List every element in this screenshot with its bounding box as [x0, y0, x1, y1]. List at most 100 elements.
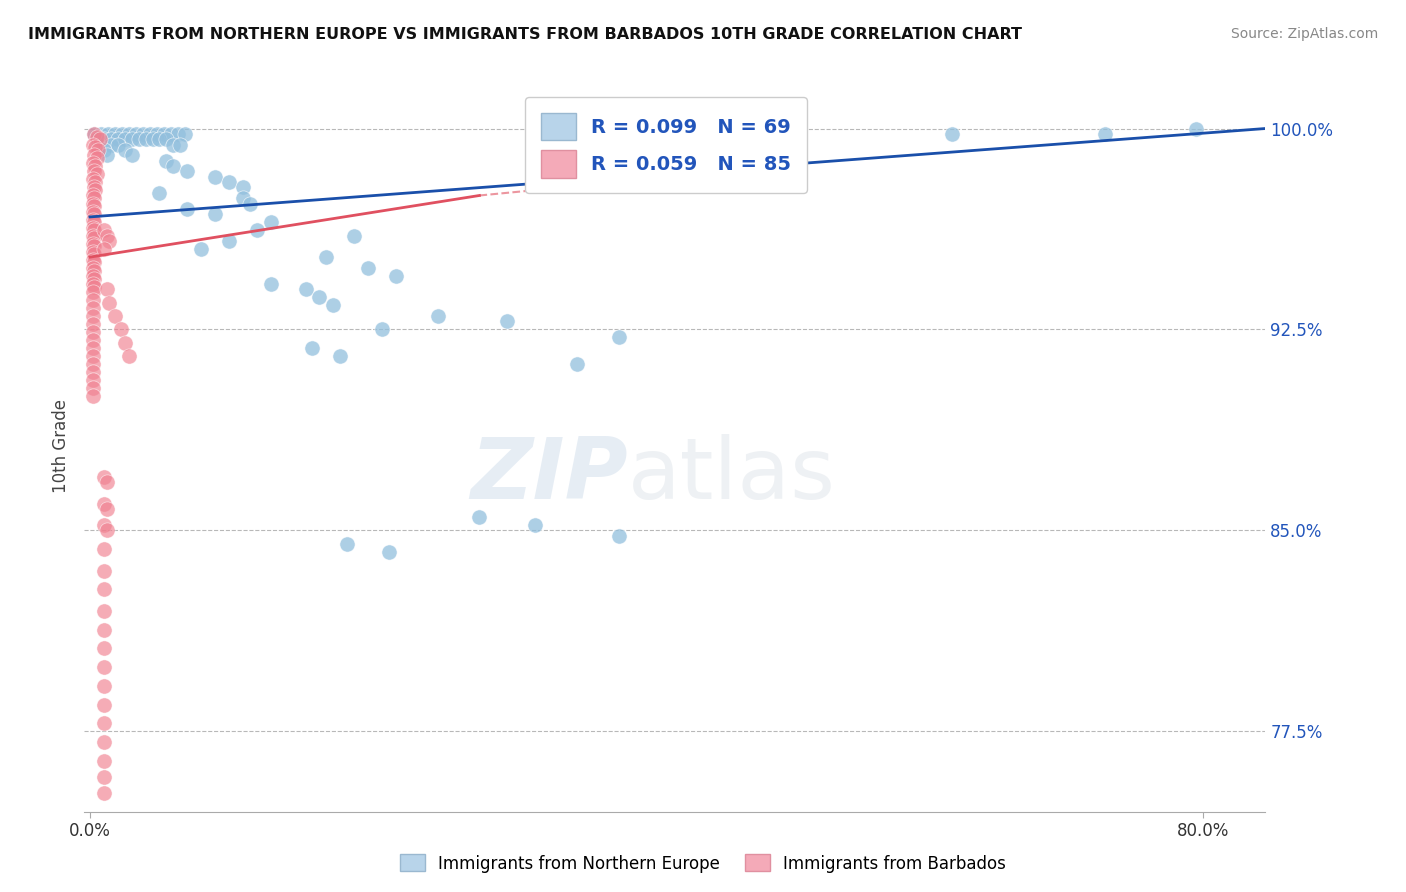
Point — [132, 127, 155, 141]
Legend: Immigrants from Northern Europe, Immigrants from Barbados: Immigrants from Northern Europe, Immigra… — [394, 847, 1012, 880]
Point — [84, 183, 107, 197]
Point — [84, 175, 107, 189]
Legend: R = 0.099   N = 69, R = 0.059   N = 85: R = 0.099 N = 69, R = 0.059 N = 85 — [526, 97, 807, 194]
Point — [93, 518, 115, 533]
Point — [93, 623, 115, 637]
Point — [93, 786, 115, 800]
Point — [96, 502, 118, 516]
Point — [135, 132, 157, 146]
Point — [83, 207, 105, 221]
Point — [83, 148, 105, 162]
Point — [82, 244, 104, 259]
Point — [114, 143, 136, 157]
Point — [260, 215, 283, 229]
Point — [93, 470, 115, 484]
Point — [565, 357, 588, 371]
Point — [148, 132, 170, 146]
Point — [82, 252, 104, 267]
Point — [82, 381, 104, 395]
Point — [93, 564, 115, 578]
Point — [97, 127, 120, 141]
Point — [104, 309, 127, 323]
Point — [82, 137, 104, 152]
Point — [82, 309, 104, 323]
Point — [93, 641, 115, 656]
Point — [107, 132, 129, 146]
Point — [82, 317, 104, 331]
Point — [336, 537, 359, 551]
Point — [87, 143, 110, 157]
Point — [93, 754, 115, 768]
Point — [524, 518, 547, 533]
Point — [82, 357, 104, 371]
Point — [83, 255, 105, 269]
Point — [357, 260, 380, 275]
Point — [155, 132, 177, 146]
Point — [93, 497, 115, 511]
Point — [96, 524, 118, 538]
Point — [218, 175, 240, 189]
Point — [82, 228, 104, 243]
Point — [371, 322, 394, 336]
Point — [83, 231, 105, 245]
Point — [190, 242, 212, 256]
Point — [173, 127, 195, 141]
Point — [329, 349, 352, 363]
Point — [496, 314, 519, 328]
Point — [93, 698, 115, 712]
Point — [121, 148, 143, 162]
Point — [84, 159, 107, 173]
Point — [121, 132, 143, 146]
Point — [385, 268, 408, 283]
Text: Source: ZipAtlas.com: Source: ZipAtlas.com — [1230, 27, 1378, 41]
Text: IMMIGRANTS FROM NORTHERN EUROPE VS IMMIGRANTS FROM BARBADOS 10TH GRADE CORRELATI: IMMIGRANTS FROM NORTHERN EUROPE VS IMMIG… — [28, 27, 1022, 42]
Point — [86, 151, 108, 165]
Point — [1094, 127, 1116, 141]
Point — [82, 373, 104, 387]
Point — [82, 277, 104, 291]
Point — [378, 545, 401, 559]
Point — [162, 137, 184, 152]
Point — [468, 510, 491, 524]
Point — [82, 285, 104, 299]
Point — [98, 295, 121, 310]
Point — [93, 143, 115, 157]
Point — [426, 309, 449, 323]
Point — [218, 234, 240, 248]
Point — [82, 293, 104, 307]
Point — [86, 167, 108, 181]
Point — [83, 239, 105, 253]
Point — [83, 199, 105, 213]
Point — [84, 140, 107, 154]
Point — [176, 202, 198, 216]
Point — [100, 132, 122, 146]
Point — [114, 335, 136, 350]
Point — [100, 137, 122, 152]
Point — [83, 180, 105, 194]
Point — [155, 153, 177, 168]
Point — [176, 164, 198, 178]
Point — [82, 341, 104, 355]
Point — [93, 582, 115, 597]
Point — [315, 250, 337, 264]
Point — [128, 132, 150, 146]
Point — [83, 271, 105, 285]
Point — [82, 349, 104, 363]
Point — [93, 242, 115, 256]
Point — [83, 223, 105, 237]
Point — [83, 127, 105, 141]
Point — [82, 268, 104, 283]
Point — [82, 212, 104, 227]
Point — [82, 204, 104, 219]
Point — [159, 127, 181, 141]
Point — [169, 137, 191, 152]
Point — [83, 215, 105, 229]
Point — [82, 236, 104, 251]
Point — [125, 127, 148, 141]
Point — [118, 349, 141, 363]
Point — [83, 263, 105, 277]
Point — [111, 127, 134, 141]
Point — [82, 301, 104, 315]
Point — [93, 223, 115, 237]
Point — [83, 279, 105, 293]
